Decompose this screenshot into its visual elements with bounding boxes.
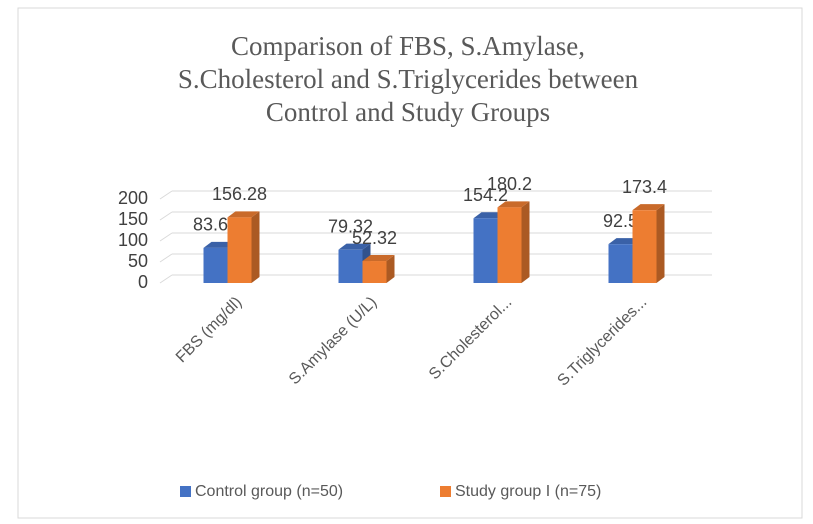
y-tick-label: 100 — [118, 230, 148, 250]
bar-side — [656, 204, 665, 283]
data-label: 52.32 — [352, 228, 397, 248]
bar — [473, 218, 498, 283]
bar-side — [386, 255, 395, 283]
data-label: 173.4 — [622, 177, 667, 197]
grid-line-side — [159, 211, 173, 221]
data-label: 180.2 — [487, 174, 532, 194]
legend-label: Control group (n=50) — [195, 483, 343, 500]
x-tick-label: FBS (mg/dl) — [173, 294, 245, 366]
y-tick-label: 150 — [118, 209, 148, 229]
bar — [338, 249, 363, 283]
bar — [203, 247, 228, 283]
bar-top — [227, 211, 260, 218]
bar — [497, 207, 522, 283]
bar-side — [251, 211, 260, 283]
chart-title: Comparison of FBS, S.Amylase, S.Choleste… — [177, 31, 639, 127]
data-label: 83.66 — [193, 215, 238, 235]
x-tick-label: S.Cholesterol... — [426, 294, 515, 383]
y-tick-label: 0 — [138, 272, 148, 292]
bar — [362, 261, 387, 283]
bar-top — [338, 243, 371, 250]
bar — [608, 244, 633, 283]
bar-top — [362, 255, 395, 262]
grid-line-side — [159, 253, 173, 263]
y-tick-label: 50 — [128, 251, 148, 271]
legend-label: Study group I (n=75) — [455, 483, 601, 500]
bar-top — [497, 201, 530, 208]
chart-border — [17, 7, 803, 519]
data-label: 92.5 — [603, 211, 638, 231]
x-tick-label: S.Amylase (U/L) — [286, 294, 380, 388]
data-label: 79.32 — [328, 216, 373, 236]
data-label: 154.2 — [463, 185, 508, 205]
legend-swatch — [440, 486, 451, 497]
y-tick-label: 200 — [118, 188, 148, 208]
grid-line-side — [159, 232, 173, 242]
grid-line-side — [159, 190, 173, 200]
data-label: 156.28 — [212, 184, 267, 204]
grid-line-side — [159, 274, 173, 284]
bar — [632, 210, 657, 283]
x-tick-label: S.Triglycerides... — [554, 294, 650, 390]
bar-side — [521, 201, 530, 283]
bar-top — [632, 204, 665, 211]
bar — [227, 217, 252, 283]
legend-swatch — [180, 486, 191, 497]
